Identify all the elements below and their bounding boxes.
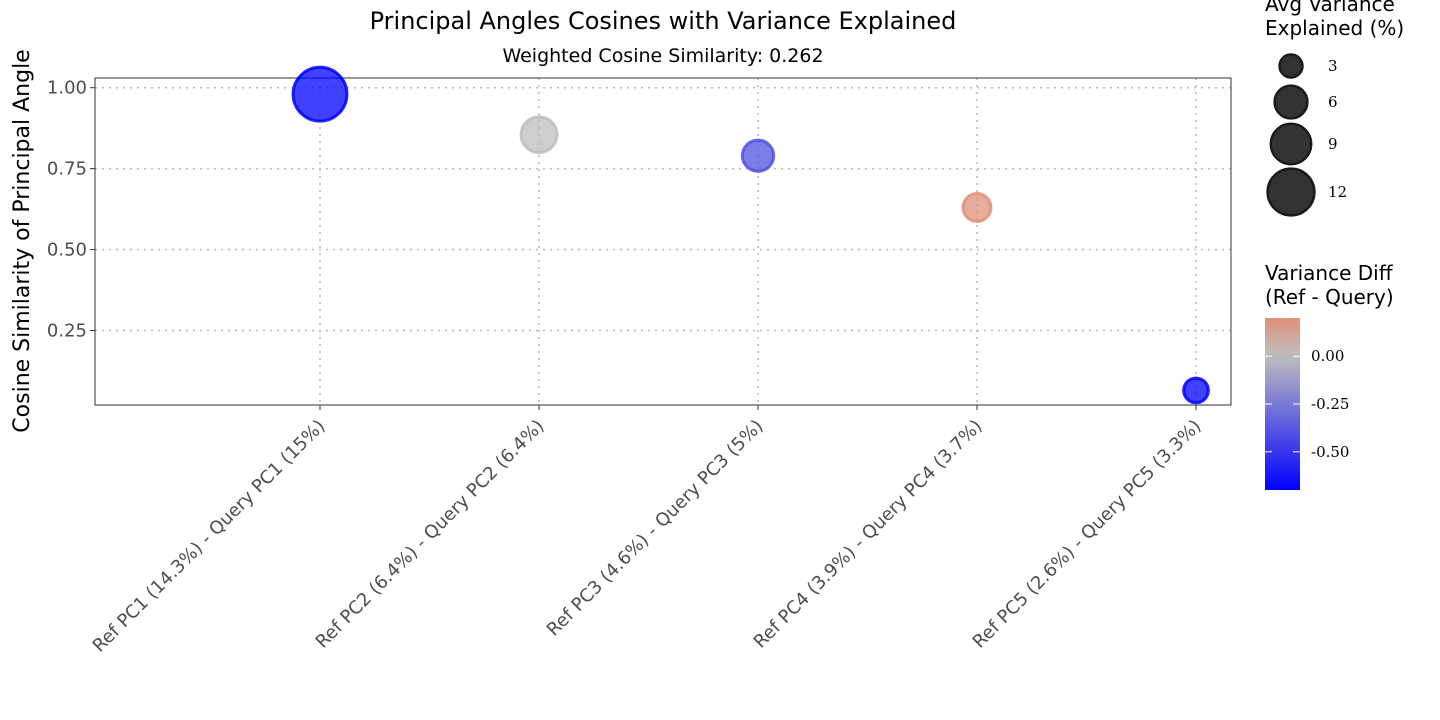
x-tick-label: Ref PC1 (14.3%) - Query PC1 (15%) <box>89 416 330 657</box>
color-legend-title-line1: Variance Diff <box>1265 261 1394 285</box>
x-tick-label: Ref PC4 (3.9%) - Query PC4 (3.7%) <box>750 416 987 653</box>
y-tick-label: 0.50 <box>47 240 87 261</box>
chart-subtitle: Weighted Cosine Similarity: 0.262 <box>502 45 823 67</box>
chart-title: Principal Angles Cosines with Variance E… <box>370 7 957 35</box>
x-tick-label: Ref PC2 (6.4%) - Query PC2 (6.4%) <box>312 416 549 653</box>
data-point <box>1182 376 1210 405</box>
size-legend-key <box>1269 122 1313 166</box>
size-legend-key <box>1266 167 1316 217</box>
y-tick-label: 0.25 <box>47 321 87 342</box>
size-legend-key <box>1273 84 1309 120</box>
size-legend-label: 9 <box>1328 135 1338 153</box>
x-tick-label: Ref PC5 (2.6%) - Query PC5 (3.3%) <box>969 416 1206 653</box>
gridlines <box>95 78 1231 405</box>
color-legend-label: 0.00 <box>1311 347 1344 365</box>
size-legend-title-line2: Explained (%) <box>1265 16 1404 40</box>
data-points <box>291 65 1210 405</box>
size-legend-label: 6 <box>1328 93 1338 111</box>
x-tick-label: Ref PC3 (4.6%) - Query PC3 (5%) <box>543 416 768 641</box>
size-legend-title-line1: Avg Variance <box>1265 0 1395 16</box>
color-legend-title-line2: (Ref - Query) <box>1265 285 1394 309</box>
plot-panel-border <box>94 77 1232 406</box>
size-legend-key <box>1278 53 1304 79</box>
data-point <box>519 115 559 155</box>
y-tick-label: 0.75 <box>47 159 87 180</box>
data-point <box>961 192 993 223</box>
size-legend: Avg Variance Explained (%) 3 6 9 12 <box>1265 0 1404 217</box>
x-axis-ticks: Ref PC1 (14.3%) - Query PC1 (15%)Ref PC2… <box>89 405 1206 657</box>
y-axis-ticks: 0.25 0.50 0.75 1.00 <box>47 78 95 342</box>
size-legend-label: 3 <box>1328 57 1338 75</box>
y-axis-label: Cosine Similarity of Principal Angle <box>10 49 35 432</box>
color-legend-label: -0.50 <box>1311 443 1349 461</box>
color-legend: Variance Diff (Ref - Query) 0.00 -0.25 -0.… <box>1265 261 1394 490</box>
y-tick-label: 1.00 <box>47 78 87 99</box>
data-point <box>740 138 776 173</box>
size-legend-label: 12 <box>1328 183 1347 201</box>
data-point <box>291 65 349 123</box>
color-legend-label: -0.25 <box>1311 395 1349 413</box>
